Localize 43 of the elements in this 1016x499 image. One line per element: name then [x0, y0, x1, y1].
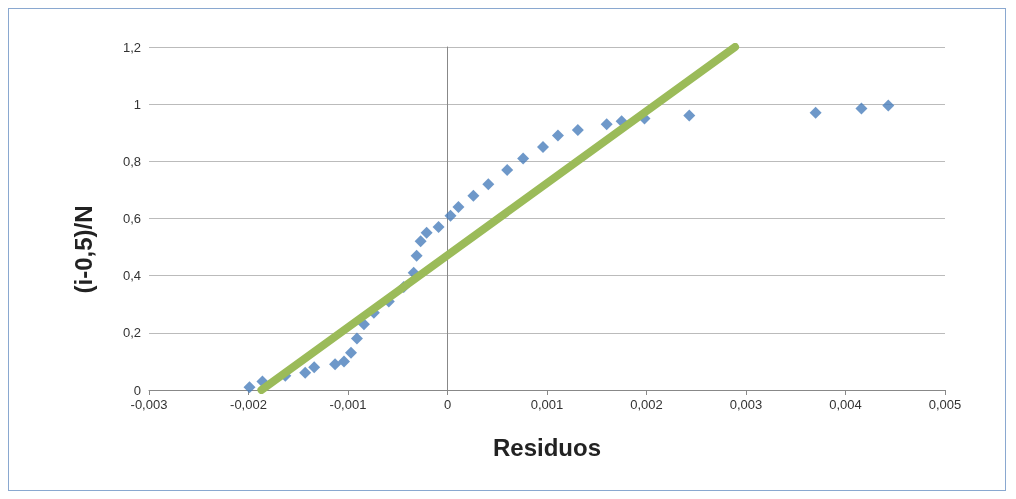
y-axis-title: (i-0,5)/N: [69, 205, 97, 294]
point: [329, 358, 342, 371]
point: [452, 201, 465, 214]
y-tick-label: 0,6: [122, 211, 141, 226]
point: [683, 109, 696, 122]
y-tick-label: 0,2: [122, 325, 141, 341]
x-tick-label: 0,001: [530, 397, 564, 412]
x-tick-label: 0,005: [928, 397, 962, 412]
point: [432, 221, 445, 234]
point: [410, 249, 423, 262]
x-tick-label: 0,003: [729, 397, 763, 412]
point: [467, 189, 480, 202]
y-tick-label: 0,8: [122, 153, 141, 169]
x-tick-label: -0,002: [230, 397, 267, 412]
y-tick-label: 1,2: [122, 39, 141, 55]
point: [809, 106, 822, 119]
point: [444, 209, 457, 222]
point: [420, 226, 433, 239]
x-tick-label: 0: [443, 397, 452, 412]
point: [350, 332, 363, 345]
x-axis-title: Residuos: [492, 433, 602, 461]
x-tick-label: -0,003: [130, 397, 168, 412]
point: [308, 361, 321, 374]
point: [299, 366, 312, 379]
point: [882, 99, 895, 112]
point: [600, 118, 613, 131]
point: [501, 163, 514, 176]
point: [551, 129, 564, 142]
point: [855, 102, 868, 115]
x-tick-label: -0,001: [329, 397, 367, 412]
point: [344, 346, 357, 359]
point: [482, 178, 495, 191]
x-tick-label: 0,004: [829, 397, 862, 412]
y-tick-label: 0,4: [122, 268, 141, 284]
point: [338, 355, 351, 368]
point: [537, 141, 550, 154]
point: [243, 381, 256, 394]
y-tick-label: 0: [133, 382, 141, 398]
point: [517, 152, 530, 165]
x-tick-label: 0,002: [630, 397, 663, 412]
point: [571, 123, 584, 136]
y-tick-label: 1: [133, 96, 141, 112]
point: [414, 235, 427, 248]
